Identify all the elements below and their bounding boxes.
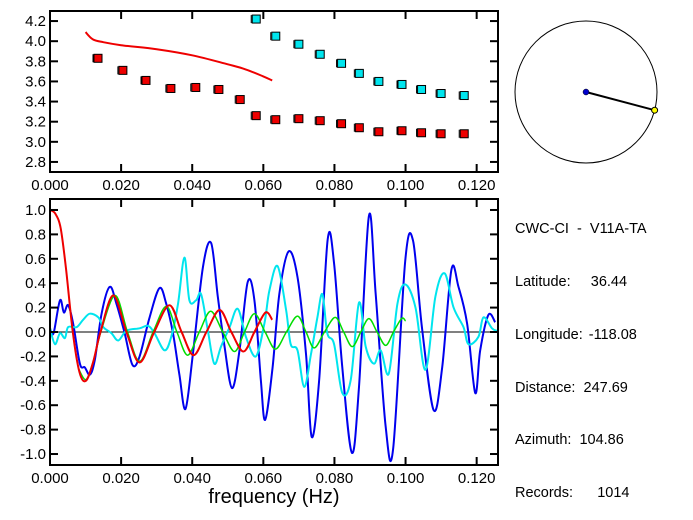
plot-frame bbox=[49, 10, 499, 173]
data-point-marker bbox=[294, 39, 304, 49]
station-dot bbox=[582, 88, 590, 96]
data-point-marker bbox=[459, 129, 469, 139]
x-tick-label: 0.000 bbox=[31, 470, 69, 487]
data-point-marker bbox=[436, 129, 446, 139]
longitude-line: Longitude: -118.08 bbox=[515, 327, 647, 345]
data-point-marker bbox=[374, 76, 384, 86]
y-tick-label: 3.6 bbox=[25, 73, 46, 90]
y-tick-label: 4.0 bbox=[25, 33, 46, 50]
y-tick-label: -0.8 bbox=[20, 422, 46, 439]
y-tick-label: 4.2 bbox=[25, 13, 46, 30]
y-tick-label: 0.8 bbox=[25, 226, 46, 243]
series-line-3 bbox=[50, 209, 274, 383]
data-point-marker bbox=[397, 79, 407, 89]
data-point-marker bbox=[436, 89, 446, 99]
y-tick-label: 0.0 bbox=[25, 324, 46, 341]
y-tick-label: 0.6 bbox=[25, 251, 46, 268]
x-tick-label: 0.080 bbox=[316, 177, 354, 194]
station-pair-title: CWC-CI - V11A-TA bbox=[515, 221, 647, 238]
data-point-marker bbox=[271, 31, 281, 41]
x-tick-label: 0.120 bbox=[458, 177, 496, 194]
latitude-line: Latitude: 36.44 bbox=[515, 273, 628, 290]
series-line-0 bbox=[50, 212, 497, 463]
y-tick-label: 0.4 bbox=[25, 275, 46, 292]
y-tick-label: 3.8 bbox=[25, 53, 46, 70]
data-point-marker bbox=[374, 127, 384, 137]
azimuth-line bbox=[585, 91, 655, 112]
data-point-marker bbox=[141, 75, 151, 85]
x-tick-label: 0.080 bbox=[316, 470, 354, 487]
x-tick-label: 0.020 bbox=[102, 177, 140, 194]
receiver-dot bbox=[651, 106, 659, 114]
longitude-label: Longitude: bbox=[515, 326, 583, 343]
x-tick-label: 0.060 bbox=[245, 470, 283, 487]
x-tick-label: 0.020 bbox=[102, 470, 140, 487]
plot-area bbox=[84, 14, 469, 139]
x-tick-label: 0.000 bbox=[31, 177, 69, 194]
y-tick-label: -0.6 bbox=[20, 397, 46, 414]
y-tick-label: 2.8 bbox=[25, 154, 46, 171]
y-tick-label: 3.4 bbox=[25, 94, 46, 111]
data-point-marker bbox=[251, 14, 261, 24]
distance-line: Distance: 247.69 bbox=[515, 379, 628, 396]
y-tick-label: 3.0 bbox=[25, 134, 46, 151]
azimuth-circle bbox=[514, 20, 658, 164]
x-tick-label: 0.120 bbox=[458, 470, 496, 487]
series-line-1 bbox=[50, 256, 498, 397]
series-line-0 bbox=[84, 31, 273, 82]
data-point-marker bbox=[315, 116, 325, 126]
data-point-marker bbox=[315, 49, 325, 59]
x-axis-label: frequency (Hz) bbox=[208, 486, 339, 508]
data-point-marker bbox=[354, 68, 364, 78]
correlation-plot: 0.000 0.020 0.040 0.060 0.080 0.100 0.120 -1.0 -… bbox=[20, 198, 499, 508]
data-point-marker bbox=[166, 83, 176, 93]
data-point-marker bbox=[118, 65, 128, 75]
y-tick-label: 0.2 bbox=[25, 300, 46, 317]
data-point-marker bbox=[354, 123, 364, 133]
x-tick-label: 0.040 bbox=[173, 177, 211, 194]
x-tick-label: 0.100 bbox=[387, 470, 425, 487]
data-point-marker bbox=[235, 95, 245, 105]
y-tick-label: -1.0 bbox=[20, 446, 46, 463]
x-tick-label: 0.060 bbox=[245, 177, 283, 194]
data-point-marker bbox=[251, 111, 261, 121]
dispersion-plot: 0.000 0.020 0.040 0.060 0.080 0.100 0.120 2.8 3.… bbox=[25, 10, 499, 194]
azimuth-line: Azimuth: 104.86 bbox=[515, 432, 624, 449]
data-point-marker bbox=[397, 126, 407, 136]
data-point-marker bbox=[294, 114, 304, 124]
data-point-marker bbox=[459, 91, 469, 101]
y-tick-label: 3.2 bbox=[25, 114, 46, 131]
data-point-marker bbox=[214, 84, 224, 94]
data-point-marker bbox=[93, 53, 103, 63]
data-point-marker bbox=[337, 119, 347, 129]
x-tick-label: 0.040 bbox=[173, 470, 211, 487]
y-tick-label: -0.2 bbox=[20, 348, 46, 365]
y-tick-label: -0.4 bbox=[20, 373, 46, 390]
y-tick-label: 1.0 bbox=[25, 202, 46, 219]
records-line: Records: 1014 bbox=[515, 485, 630, 502]
data-point-marker bbox=[417, 128, 427, 138]
plot-area bbox=[50, 209, 498, 463]
station-info-panel: CWC-CI - V11A-TA Latitude: 36.44 Longitu… bbox=[515, 186, 647, 520]
data-point-marker bbox=[191, 82, 201, 92]
azimuth-diagram bbox=[514, 20, 659, 164]
longitude-value: -118.08 bbox=[588, 326, 637, 343]
data-point-marker bbox=[337, 58, 347, 68]
data-point-marker bbox=[417, 84, 427, 94]
data-point-marker bbox=[271, 115, 281, 125]
x-tick-label: 0.100 bbox=[387, 177, 425, 194]
